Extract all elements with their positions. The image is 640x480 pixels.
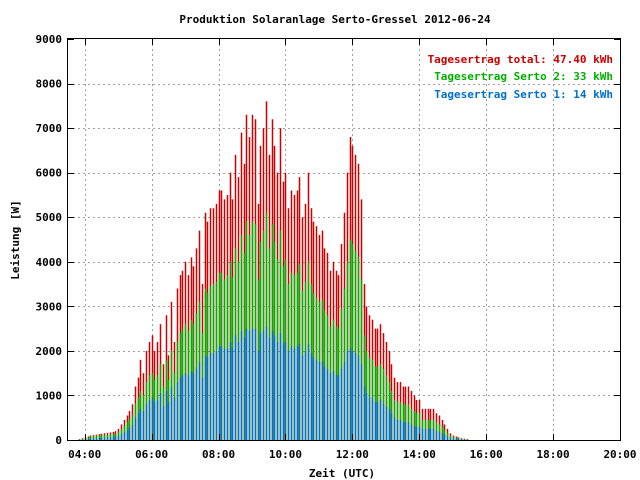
legend-total: Tagesertrag total: 47.40 kWh [428,53,613,66]
x-tick-label: 08:00 [202,448,235,461]
x-tick-label: 12:00 [336,448,369,461]
bars [78,101,469,440]
x-tick-label: 04:00 [68,448,101,461]
plot-frame [67,38,621,441]
ticks [68,39,621,441]
x-tick-label: 20:00 [603,448,636,461]
y-tick-label: 7000 [36,122,63,135]
y-tick-label: 4000 [36,256,63,269]
y-tick-label: 6000 [36,167,63,180]
y-tick-label: 3000 [36,300,63,313]
x-tick-label: 14:00 [403,448,436,461]
y-tick-label: 0 [55,434,62,447]
x-tick-label: 10:00 [269,448,302,461]
x-tick-label: 06:00 [135,448,168,461]
y-tick-label: 9000 [36,33,63,46]
y-axis-label: Leistung [W] [9,200,22,279]
chart-title: Produktion Solaranlage Serto-Gressel 201… [179,13,491,26]
legend-serto-1: Tagesertrag Serto 1: 14 kWh [434,88,613,101]
y-tick-label: 1000 [36,389,63,402]
x-axis-label: Zeit (UTC) [309,467,375,480]
legend-serto-2: Tagesertrag Serto 2: 33 kWh [434,70,613,83]
x-tick-label: 16:00 [470,448,503,461]
legend: Tagesertrag total: 47.40 kWh Tagesertrag… [428,53,613,101]
y-tick-label: 5000 [36,211,63,224]
y-tick-label: 2000 [36,345,63,358]
x-tick-label: 18:00 [537,448,570,461]
y-tick-label: 8000 [36,78,63,91]
tick-labels: 0 1000 2000 3000 4000 5000 6000 7000 8000 9000 04:… [36,33,637,461]
